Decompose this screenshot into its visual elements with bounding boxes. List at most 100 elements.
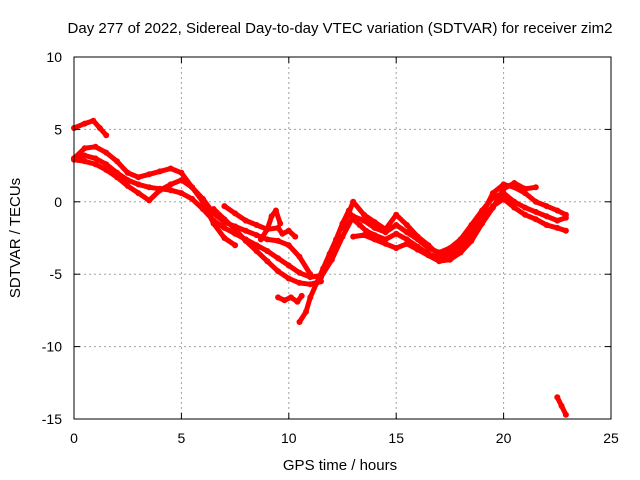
data-point (275, 294, 282, 301)
data-point (268, 213, 275, 220)
y-tick-label: -5 (50, 266, 63, 282)
data-point (253, 222, 260, 228)
data-point (543, 222, 550, 228)
data-point (522, 211, 529, 218)
data-point (307, 274, 314, 281)
series-arc-k (350, 180, 539, 265)
data-point (382, 240, 389, 247)
data-point (500, 185, 507, 192)
series-trace (340, 181, 569, 258)
data-point (511, 180, 518, 186)
data-point (522, 185, 529, 192)
data-point (156, 168, 163, 175)
ticks: 0 5 10 15 20 25 -15 -10 -5 0 5 10 (42, 49, 619, 446)
data-point (296, 269, 303, 276)
x-tick-label: 25 (603, 430, 619, 446)
data-point (124, 169, 131, 176)
data-point (135, 190, 142, 197)
data-point (114, 158, 120, 165)
data-point (403, 240, 410, 247)
series-arc-j (339, 181, 569, 259)
y-tick-label: -10 (42, 339, 62, 355)
x-axis-label: GPS time / hours (283, 457, 397, 474)
data-point (264, 258, 271, 265)
data-point (468, 237, 475, 244)
data-point (333, 236, 340, 243)
data-point (257, 236, 264, 243)
data-point (350, 198, 357, 205)
x-tick-label: 20 (496, 430, 512, 446)
data-point (92, 143, 99, 150)
data-point (275, 255, 282, 262)
data-point (167, 181, 174, 188)
data-point (532, 184, 539, 191)
data-point (298, 292, 305, 299)
data-point (382, 226, 389, 233)
data-point (264, 236, 271, 243)
data-point (103, 132, 110, 139)
data-point (296, 279, 303, 286)
data-point (156, 187, 163, 194)
data-point (532, 198, 539, 205)
data-point (393, 211, 400, 218)
data-point (446, 249, 453, 256)
data-point (511, 198, 518, 205)
data-point (81, 120, 88, 127)
data-point (307, 281, 314, 288)
data-point (92, 155, 99, 162)
data-point (350, 213, 357, 220)
data-point (554, 217, 561, 224)
chart-title: Day 277 of 2022, Sidereal Day-to-day VTE… (68, 20, 613, 37)
data-point (232, 210, 239, 217)
data-point (178, 190, 185, 197)
data-point (294, 298, 301, 305)
y-axis-label: SDTVAR / TECUs (7, 178, 24, 298)
data-point (275, 268, 282, 275)
data-point (457, 242, 464, 249)
data-point (356, 222, 363, 228)
y-tick-label: 5 (54, 121, 62, 137)
data-point (285, 227, 292, 234)
data-point (361, 211, 367, 218)
data-point (425, 242, 432, 249)
data-point (232, 226, 239, 233)
data-point (264, 248, 271, 254)
data-point (167, 165, 174, 172)
data-point (92, 161, 99, 168)
data-point (436, 252, 443, 259)
data-point (511, 204, 518, 211)
series-arc-g (275, 292, 305, 305)
data-point (285, 242, 292, 249)
series-trace (71, 157, 238, 248)
data-point (146, 184, 153, 191)
series-arc-l (554, 394, 569, 418)
plot-border (73, 56, 612, 420)
data-point (562, 227, 569, 234)
y-tick-label: 0 (54, 194, 62, 210)
series-arc-top (71, 117, 110, 139)
data-point (281, 297, 288, 304)
data-point (328, 256, 335, 263)
data-point (221, 224, 228, 231)
x-tick-label: 10 (281, 430, 297, 446)
data-point (90, 117, 97, 124)
data-point (403, 236, 410, 243)
data-point (296, 253, 303, 260)
data-point (562, 211, 569, 218)
data-point (350, 233, 357, 240)
y-tick-label: 10 (46, 49, 62, 65)
data-point (339, 233, 346, 240)
data-point (522, 204, 529, 211)
data-point (393, 245, 400, 252)
data-point (554, 207, 561, 214)
data-point (189, 195, 196, 202)
data-point (103, 161, 110, 168)
data-point (146, 171, 153, 178)
data-point (339, 224, 346, 231)
data-point (296, 319, 303, 325)
data-point (81, 145, 88, 152)
data-series (71, 117, 569, 418)
data-point (189, 184, 196, 191)
data-point (279, 230, 286, 237)
